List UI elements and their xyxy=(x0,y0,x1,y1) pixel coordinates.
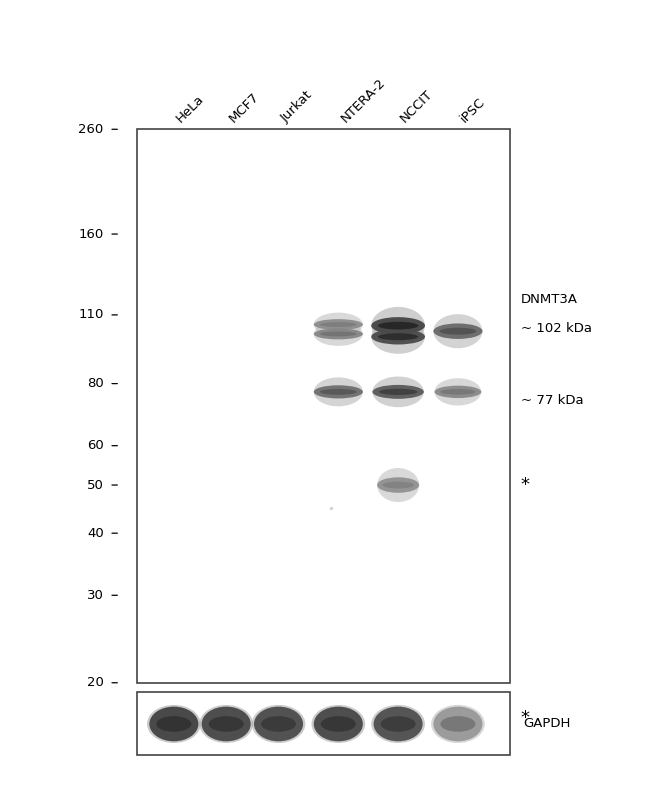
Ellipse shape xyxy=(378,322,418,330)
Ellipse shape xyxy=(200,701,252,735)
Ellipse shape xyxy=(371,317,425,335)
Text: 50: 50 xyxy=(87,478,104,491)
Ellipse shape xyxy=(321,716,356,732)
Ellipse shape xyxy=(381,715,415,721)
Ellipse shape xyxy=(372,385,424,399)
Text: Jurkat: Jurkat xyxy=(278,89,315,125)
Ellipse shape xyxy=(371,329,425,344)
Text: 160: 160 xyxy=(79,228,104,241)
Ellipse shape xyxy=(435,385,481,398)
Ellipse shape xyxy=(314,707,363,741)
Ellipse shape xyxy=(320,322,357,327)
Ellipse shape xyxy=(375,703,421,732)
Text: NTERA-2: NTERA-2 xyxy=(338,76,388,125)
Text: GAPDH: GAPDH xyxy=(523,718,571,730)
Ellipse shape xyxy=(200,710,252,726)
Text: 60: 60 xyxy=(87,440,104,452)
Ellipse shape xyxy=(155,714,193,722)
Ellipse shape xyxy=(314,329,363,339)
Ellipse shape xyxy=(320,714,357,722)
Ellipse shape xyxy=(314,710,363,726)
Ellipse shape xyxy=(314,385,363,398)
Ellipse shape xyxy=(147,705,201,743)
Text: 80: 80 xyxy=(87,377,104,390)
Ellipse shape xyxy=(209,716,244,732)
Ellipse shape xyxy=(378,333,418,340)
Ellipse shape xyxy=(200,705,253,743)
Text: 30: 30 xyxy=(87,589,104,602)
Ellipse shape xyxy=(207,714,246,722)
Ellipse shape xyxy=(320,389,357,395)
Ellipse shape xyxy=(148,701,200,735)
Ellipse shape xyxy=(375,711,421,725)
Ellipse shape xyxy=(371,705,425,743)
Ellipse shape xyxy=(379,389,417,395)
Ellipse shape xyxy=(320,331,357,336)
Ellipse shape xyxy=(254,707,303,741)
Ellipse shape xyxy=(254,701,303,735)
Ellipse shape xyxy=(381,716,415,732)
Text: 40: 40 xyxy=(87,527,104,540)
Text: HeLa: HeLa xyxy=(174,92,207,125)
Ellipse shape xyxy=(377,468,419,502)
Ellipse shape xyxy=(314,313,363,336)
Text: iPSC: iPSC xyxy=(458,95,488,125)
Ellipse shape xyxy=(441,716,475,732)
Ellipse shape xyxy=(260,714,297,722)
Text: MCF7: MCF7 xyxy=(226,90,261,125)
Text: 260: 260 xyxy=(79,123,104,136)
Ellipse shape xyxy=(157,716,191,732)
Text: NCCIT: NCCIT xyxy=(398,88,436,125)
Ellipse shape xyxy=(314,319,363,330)
Ellipse shape xyxy=(382,482,414,489)
Text: 20: 20 xyxy=(87,676,104,689)
Ellipse shape xyxy=(434,314,482,348)
Ellipse shape xyxy=(443,715,473,720)
Ellipse shape xyxy=(371,320,425,354)
Ellipse shape xyxy=(314,322,363,346)
Ellipse shape xyxy=(202,707,251,741)
Text: *: * xyxy=(521,709,530,727)
Text: DNMT3A: DNMT3A xyxy=(521,293,578,306)
Ellipse shape xyxy=(431,705,485,743)
Ellipse shape xyxy=(435,378,481,406)
Ellipse shape xyxy=(314,377,363,406)
Ellipse shape xyxy=(438,706,478,730)
Text: ~ 102 kDa: ~ 102 kDa xyxy=(521,322,592,335)
Ellipse shape xyxy=(314,701,363,735)
Ellipse shape xyxy=(254,710,303,726)
Ellipse shape xyxy=(438,713,478,723)
Ellipse shape xyxy=(434,707,482,741)
Ellipse shape xyxy=(377,478,419,493)
Ellipse shape xyxy=(372,377,424,407)
Ellipse shape xyxy=(434,323,482,339)
Ellipse shape xyxy=(252,705,306,743)
Ellipse shape xyxy=(311,705,365,743)
Ellipse shape xyxy=(261,716,296,732)
Ellipse shape xyxy=(150,707,198,741)
Ellipse shape xyxy=(371,307,425,344)
Text: 110: 110 xyxy=(79,309,104,322)
Ellipse shape xyxy=(441,389,475,394)
Ellipse shape xyxy=(148,710,200,726)
Text: ~ 77 kDa: ~ 77 kDa xyxy=(521,393,583,406)
Ellipse shape xyxy=(439,328,476,335)
Ellipse shape xyxy=(374,707,422,741)
Text: *: * xyxy=(521,476,530,494)
